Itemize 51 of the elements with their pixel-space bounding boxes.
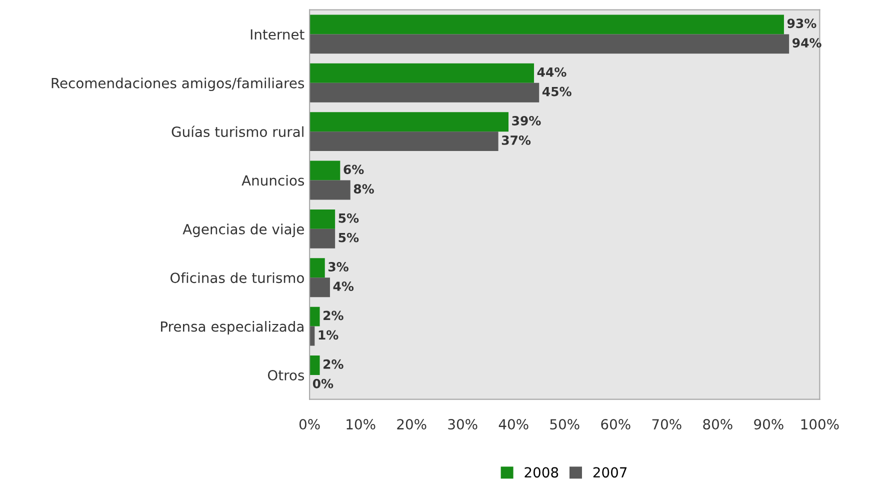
data-label: 37% [502,135,531,145]
data-label: 8% [354,184,374,194]
bar [310,306,320,326]
x-tick-label: 0% [299,419,320,430]
x-tick-label: 60% [601,419,630,430]
bar [310,180,350,200]
bar [310,63,534,83]
x-tick-label: 40% [498,419,528,430]
bar [310,278,330,298]
x-tick-label: 80% [703,419,732,430]
x-tick-label: 70% [652,419,682,430]
bar [310,112,509,132]
data-label: 93% [787,18,816,28]
bar [310,228,336,248]
bar [310,82,540,102]
data-label: 45% [542,86,572,96]
x-tick-label: 20% [397,419,426,430]
bar [310,160,340,180]
y-tick-label: Guías turismo rural [172,126,304,138]
y-tick-label: Internet [250,29,304,40]
bar [310,14,784,34]
data-label: 5% [338,213,359,223]
data-label: 2% [324,359,344,369]
data-label: 39% [512,116,541,126]
data-label: 1% [318,330,338,340]
data-label: 6% [344,164,364,174]
legend-label: 2007 [593,467,627,478]
data-label: 5% [338,232,359,242]
x-tick-label: 100% [801,419,839,430]
y-tick-label: Anuncios [242,174,304,186]
y-tick-label: Prensa especializada [161,321,304,334]
data-label: 94% [792,38,822,48]
bar [310,34,790,54]
bar [310,209,336,229]
x-tick-label: 10% [346,419,376,430]
data-label: 44% [537,67,566,77]
x-tick-label: 90% [754,419,784,430]
y-tick-label: Otros [268,370,304,380]
y-tick-label: Oficinas de turismo [170,272,304,284]
bar [310,132,498,152]
data-label: 3% [328,262,348,272]
data-label: 0% [312,378,334,388]
data-label: 4% [333,282,354,291]
y-tick-label: Recomendaciones amigos/familiares [52,78,304,92]
x-tick-label: 30% [448,419,478,430]
bar [310,356,320,375]
data-label: 2% [324,310,344,320]
legend-label: 2008 [524,467,558,478]
x-tick-label: 50% [550,419,580,430]
y-tick-label: Agencias de viaje [182,224,304,238]
bar [310,258,325,278]
